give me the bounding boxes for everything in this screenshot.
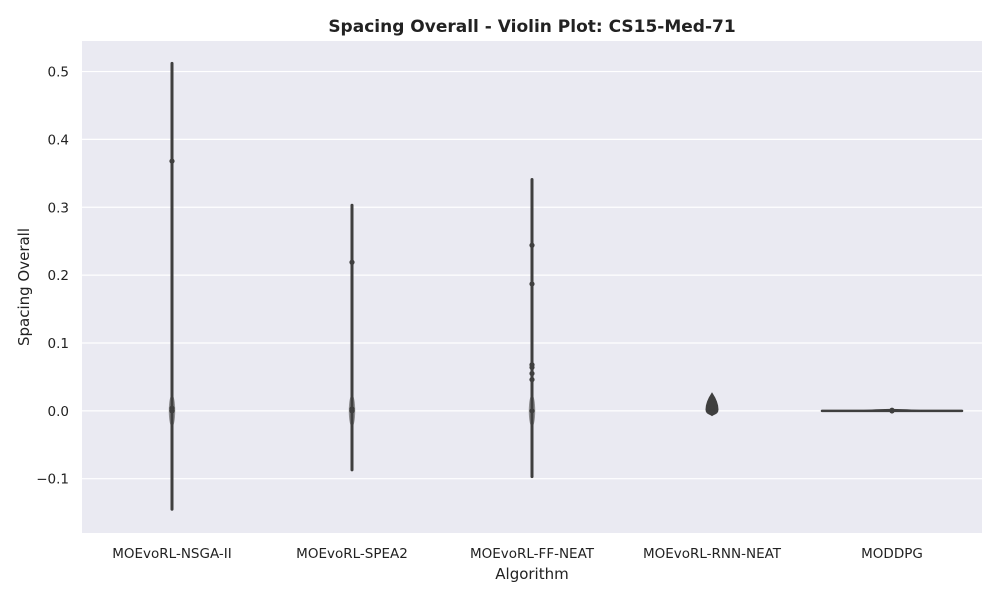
y-tick-label: −0.1 xyxy=(36,472,69,488)
violin-5 xyxy=(820,407,964,414)
y-tick-label: 0.4 xyxy=(48,132,69,148)
data-point xyxy=(349,408,355,414)
y-axis-label: Spacing Overall xyxy=(15,228,33,346)
data-point xyxy=(529,370,535,377)
chart-title: Spacing Overall - Violin Plot: CS15-Med-… xyxy=(328,17,735,37)
data-point xyxy=(889,408,895,414)
y-tick-label: 0.2 xyxy=(48,268,69,284)
x-tick-label: MOEvoRL-FF-NEAT xyxy=(470,546,595,562)
data-point xyxy=(529,281,535,287)
violin-4 xyxy=(705,392,719,417)
y-axis-ticks: −0.1 0.0 0.1 0.2 0.3 0.4 0.5 xyxy=(36,65,69,488)
data-point xyxy=(709,409,715,415)
x-tick-label: MOEvoRL-NSGA-II xyxy=(112,546,232,562)
x-axis-ticks: MOEvoRL-NSGA-II MOEvoRL-SPEA2 MOEvoRL-FF-N… xyxy=(112,546,923,562)
data-point xyxy=(529,408,535,414)
y-tick-label: 0.1 xyxy=(48,336,69,352)
data-point xyxy=(529,377,535,383)
y-tick-label: 0.0 xyxy=(48,404,69,420)
data-point xyxy=(529,242,535,248)
x-tick-label: MODDPG xyxy=(861,546,923,562)
y-tick-label: 0.5 xyxy=(48,65,69,81)
data-point xyxy=(169,408,175,414)
violin-layer xyxy=(168,61,964,511)
data-point xyxy=(529,364,535,371)
x-tick-label: MOEvoRL-SPEA2 xyxy=(296,546,408,562)
y-tick-label: 0.3 xyxy=(48,200,69,216)
x-axis-label: Algorithm xyxy=(495,565,568,583)
data-point xyxy=(349,259,355,265)
violin-2 xyxy=(348,203,356,472)
violin-1 xyxy=(168,61,176,511)
violin-body xyxy=(705,392,719,417)
violin-3 xyxy=(528,177,536,479)
x-tick-label: MOEvoRL-RNN-NEAT xyxy=(643,546,782,562)
data-point xyxy=(169,158,175,164)
